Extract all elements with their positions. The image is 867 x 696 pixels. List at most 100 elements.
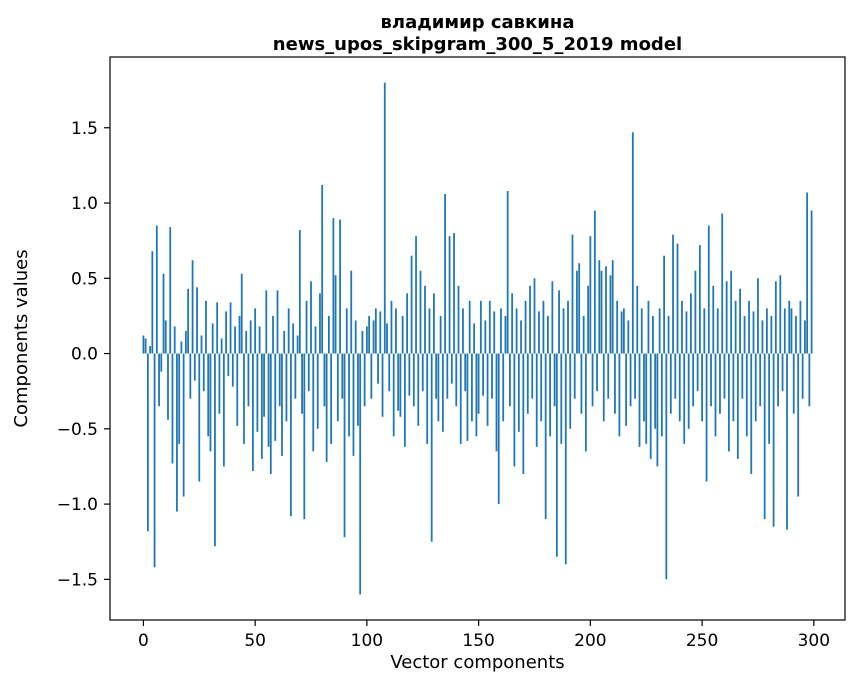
bar: [790, 308, 793, 354]
bar: [374, 308, 377, 354]
bar: [301, 353, 303, 414]
bar: [777, 353, 779, 407]
bar: [714, 353, 717, 437]
bar: [759, 353, 762, 407]
bar: [660, 353, 663, 437]
bar: [772, 353, 775, 527]
bar: [768, 353, 771, 444]
bar: [265, 290, 268, 354]
chart-title-line1: владимир савкина: [381, 12, 575, 33]
bar: [247, 353, 250, 407]
bar: [511, 293, 514, 354]
bar: [339, 219, 341, 354]
bar: [202, 353, 205, 392]
bar: [207, 353, 210, 437]
bar: [701, 353, 703, 422]
bar: [321, 184, 324, 354]
bar: [363, 353, 366, 407]
bar: [316, 353, 319, 429]
bar: [705, 353, 708, 482]
bar: [292, 323, 295, 354]
bar: [656, 353, 659, 467]
bar: [180, 341, 183, 354]
bar: [681, 300, 683, 354]
bar: [506, 190, 509, 354]
bar: [582, 315, 585, 354]
bar: [415, 236, 417, 354]
bar: [754, 353, 757, 422]
bar: [182, 353, 185, 497]
bar: [739, 288, 741, 354]
bar: [504, 315, 507, 354]
bar: [421, 353, 424, 392]
chart-title-line2: news_upos_skipgram_300_5_2019 model: [273, 34, 682, 55]
bar: [587, 285, 590, 354]
bar: [810, 210, 813, 354]
bar: [484, 320, 487, 354]
bar: [269, 353, 272, 474]
bar: [158, 353, 160, 407]
bar: [629, 353, 632, 407]
bar: [803, 320, 806, 354]
bar: [502, 353, 505, 422]
bar: [538, 311, 540, 354]
bar: [488, 300, 491, 354]
bar: [332, 218, 335, 354]
bar: [797, 353, 800, 497]
bar: [600, 270, 603, 354]
bar: [365, 326, 368, 354]
bar: [808, 353, 811, 407]
bar: [245, 330, 248, 354]
bar: [614, 353, 616, 414]
bar: [310, 281, 312, 354]
bar: [471, 353, 473, 422]
bar: [272, 315, 274, 354]
bar: [450, 353, 453, 384]
plot-spines: [109, 56, 846, 621]
bar: [155, 225, 158, 354]
bar: [341, 353, 344, 399]
bar: [290, 353, 292, 517]
bar: [278, 353, 281, 407]
bar: [397, 353, 400, 411]
bar: [388, 353, 391, 392]
bar: [520, 320, 522, 354]
bar: [667, 315, 670, 354]
bar: [446, 353, 449, 399]
bar: [526, 353, 529, 414]
bar: [191, 260, 194, 354]
bar: [417, 353, 420, 426]
bar: [325, 353, 328, 462]
bar: [426, 353, 429, 444]
bar: [359, 353, 362, 595]
bar: [214, 353, 216, 547]
bar: [142, 335, 145, 354]
bar: [307, 353, 310, 392]
bar: [216, 302, 219, 354]
bar: [343, 353, 346, 538]
bar: [672, 234, 674, 354]
bar: [283, 330, 286, 354]
bar: [263, 353, 265, 417]
bar: [734, 300, 737, 354]
bar: [792, 353, 795, 414]
bar: [719, 353, 721, 414]
x-tick-label: 250: [686, 631, 718, 651]
bar: [424, 285, 426, 354]
bar: [806, 192, 809, 354]
bar: [379, 311, 382, 354]
bar: [274, 353, 277, 441]
bar: [285, 353, 288, 422]
bar: [533, 278, 536, 354]
bar: [256, 353, 259, 432]
bar: [690, 293, 692, 354]
bar: [368, 315, 371, 354]
bar: [406, 293, 408, 354]
bar: [542, 300, 545, 354]
bar: [444, 193, 446, 354]
bar: [473, 323, 476, 354]
bar: [254, 308, 257, 354]
bar: [602, 353, 605, 422]
x-tick-label: 150: [462, 631, 494, 651]
